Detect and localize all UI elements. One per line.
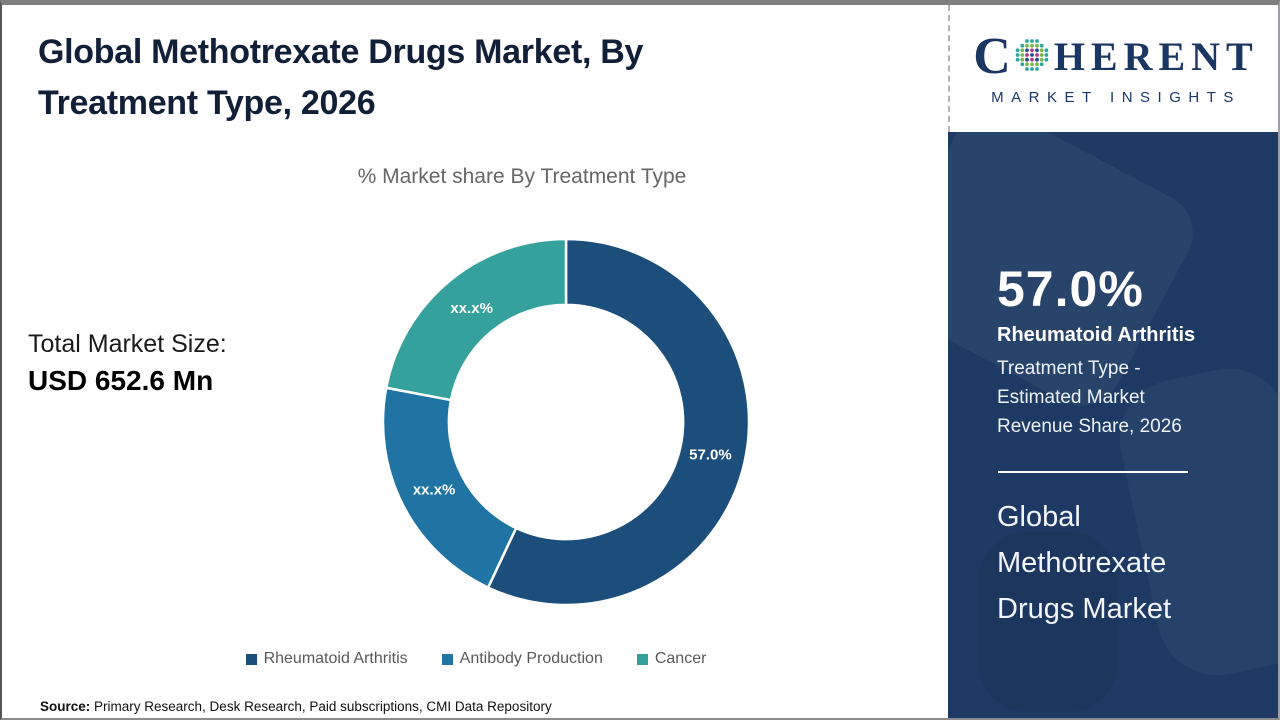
legend-swatch-icon	[245, 653, 257, 665]
sidebar-share-value: 57.0%	[997, 261, 1144, 317]
sidebar-market-line: Methotrexate	[997, 547, 1167, 579]
sidebar-share-line: Treatment Type -	[997, 358, 1141, 379]
total-market-size-label: Total Market Size:	[28, 330, 227, 358]
legend-item-cancer: Cancer	[636, 650, 707, 668]
brand-logo-wordmark: C HERENT	[973, 31, 1259, 83]
sidebar-market-line: Drugs Market	[997, 593, 1172, 625]
source-label: Source:	[40, 699, 91, 714]
sidebar-divider	[998, 471, 1188, 473]
donut-slice-label-1: xx.x%	[413, 481, 456, 498]
donut-slice-0	[486, 237, 751, 607]
brand-letters-rest: HERENT	[1053, 34, 1259, 79]
sidebar-panel: 57.0% Rheumatoid Arthritis Treatment Typ…	[948, 132, 1278, 718]
brand-logo: C HERENT MARKET INSIGHTS	[948, 5, 1278, 132]
donut-slice-label-0: 57.0%	[689, 447, 732, 464]
dotted-globe-icon	[1013, 36, 1051, 79]
sidebar-share-line: Estimated Market	[997, 387, 1145, 408]
total-market-size-value: USD 652.6 Mn	[28, 365, 214, 396]
legend-label: Antibody Production	[459, 650, 603, 667]
legend-label: Rheumatoid Arthritis	[263, 650, 408, 667]
brand-subtitle: MARKET INSIGHTS	[991, 89, 1241, 106]
sidebar-share-segment: Rheumatoid Arthritis	[997, 324, 1196, 346]
legend-item-rheumatoid-arthritis: Rheumatoid Arthritis	[245, 650, 408, 668]
map-pattern-shape	[978, 532, 1118, 712]
chart-title: % Market share By Treatment Type	[357, 165, 687, 188]
total-market-size: Total Market Size: USD 652.6 Mn	[28, 330, 227, 397]
legend-item-antibody-production: Antibody Production	[441, 650, 603, 668]
page-title: Global Methotrexate Drugs Market, By Tre…	[38, 27, 778, 129]
brand-letter-c: C	[973, 28, 1011, 85]
legend-swatch-icon	[441, 653, 453, 665]
sidebar-share-description: Treatment Type - Estimated Market Revenu…	[997, 354, 1182, 441]
legend-swatch-icon	[636, 653, 648, 665]
source-note: Source: Primary Research, Desk Research,…	[40, 699, 552, 714]
sidebar-market-line: Global	[997, 501, 1081, 533]
donut-slice-2	[384, 237, 568, 402]
sidebar-share-line: Revenue Share, 2026	[997, 416, 1182, 437]
page-title-line2: Treatment Type, 2026	[38, 84, 376, 122]
donut-slice-label-2: xx.x%	[450, 300, 493, 317]
sidebar-market-name: Global Methotrexate Drugs Market	[997, 494, 1171, 632]
chart-legend: Rheumatoid Arthritis Antibody Production…	[2, 650, 950, 668]
page-title-line1: Global Methotrexate Drugs Market, By	[38, 33, 644, 71]
legend-label: Cancer	[654, 650, 707, 667]
donut-chart-svg: 57.0% xx.x% xx.x%	[381, 237, 751, 607]
source-text: Primary Research, Desk Research, Paid su…	[94, 699, 552, 714]
donut-chart: 57.0% xx.x% xx.x%	[376, 232, 756, 612]
